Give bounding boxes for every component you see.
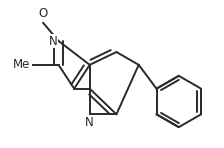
Text: Me: Me xyxy=(13,58,31,71)
Text: N: N xyxy=(85,116,94,129)
Text: N: N xyxy=(49,34,58,48)
Text: O: O xyxy=(38,7,48,20)
